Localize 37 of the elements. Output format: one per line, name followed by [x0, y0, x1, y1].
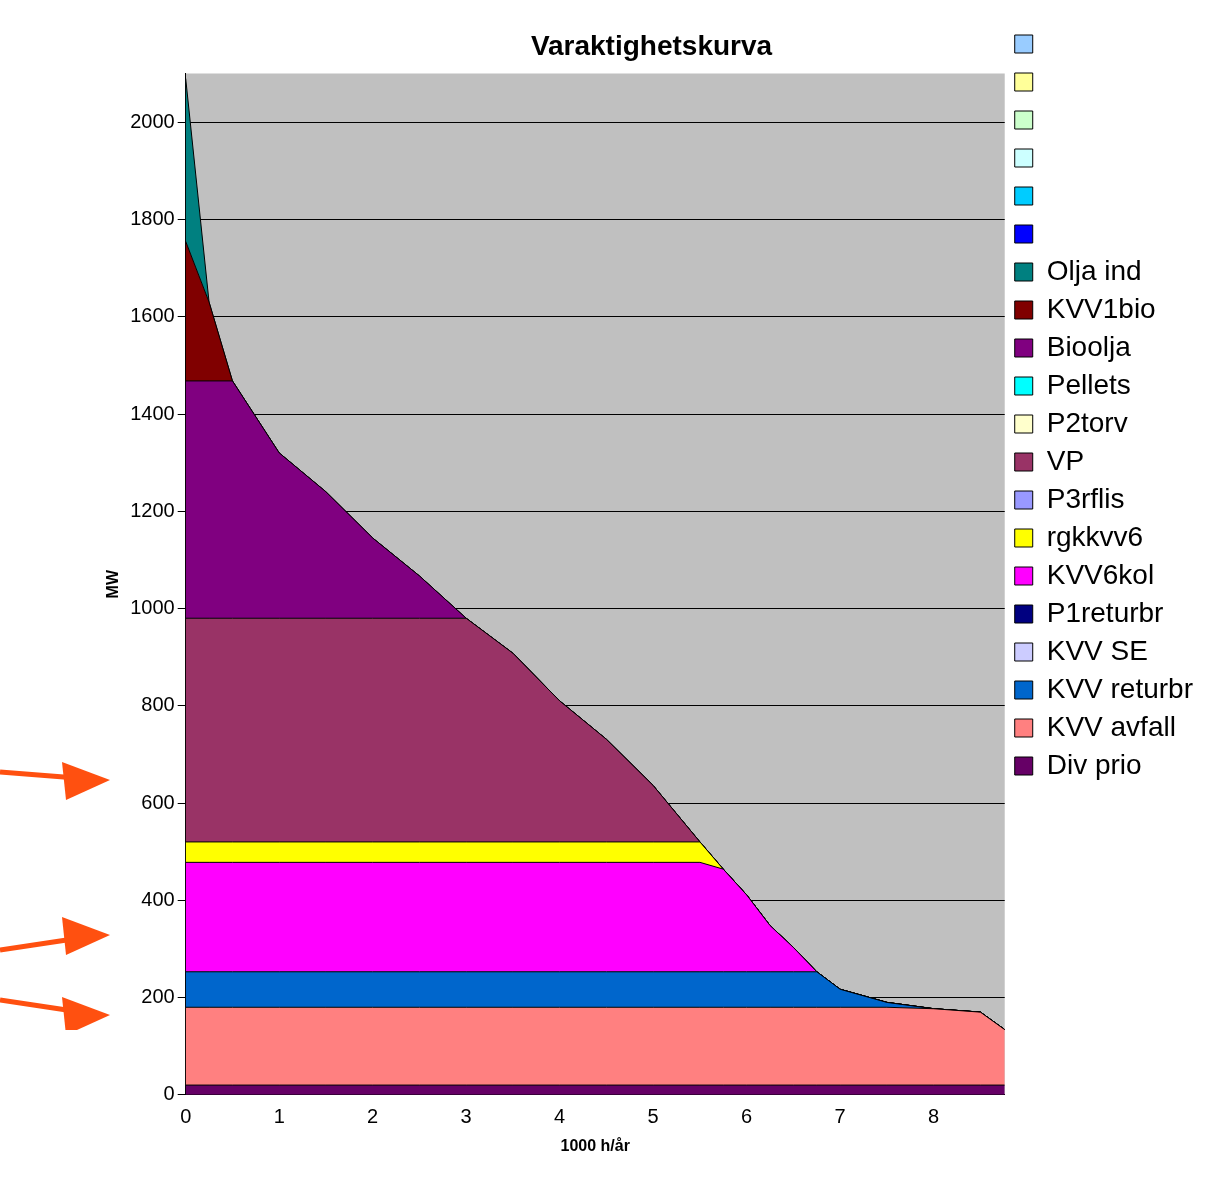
legend-label: KVV1bio — [1046, 292, 1156, 324]
legend-label: KVV returbr — [1046, 672, 1194, 704]
y-tick-label: 800 — [141, 693, 175, 716]
x-tick-label: 6 — [741, 1105, 753, 1128]
legend-label: rgkkvv6 — [1046, 520, 1144, 552]
legend-label: P3rflis — [1046, 482, 1125, 514]
x-tick-label: 7 — [834, 1105, 846, 1128]
y-tick-label: 1000 — [130, 596, 175, 619]
legend-label: Olja ind — [1046, 254, 1142, 286]
legend-label: Bioolja — [1046, 330, 1132, 362]
x-tick-label: 0 — [180, 1105, 192, 1128]
y-tick-label: 1600 — [130, 304, 175, 327]
legend-label: Pellets — [1046, 368, 1131, 400]
legend-label: P2torv — [1046, 406, 1128, 438]
legend-label: VP — [1046, 444, 1085, 476]
x-tick-label: 5 — [647, 1105, 659, 1128]
x-axis-title: 1000 h/år — [560, 1136, 630, 1154]
y-tick-label: 2000 — [130, 109, 175, 132]
x-tick-label: 3 — [460, 1105, 472, 1128]
y-axis-title: MW — [104, 569, 122, 599]
legend-label: KVV6kol — [1046, 558, 1155, 590]
y-tick-label: 1200 — [130, 498, 175, 521]
x-tick-label: 2 — [367, 1105, 379, 1128]
chart-title: Varaktighetskurva — [530, 29, 773, 61]
legend-label: Div prio — [1046, 748, 1142, 780]
y-tick-label: 1400 — [130, 401, 175, 424]
y-tick-label: 600 — [141, 790, 175, 813]
legend-label: KVV SE — [1046, 634, 1148, 666]
y-tick-label: 200 — [141, 985, 175, 1008]
x-tick-label: 4 — [554, 1105, 566, 1128]
y-tick-label: 1800 — [130, 207, 175, 229]
y-tick-label: 0 — [163, 1082, 175, 1105]
y-tick-label: 400 — [141, 887, 175, 910]
legend-label: P1returbr — [1046, 596, 1164, 628]
legend-label: KVV avfall — [1046, 710, 1176, 742]
x-tick-label: 8 — [928, 1105, 940, 1128]
x-tick-label: 1 — [273, 1105, 285, 1128]
